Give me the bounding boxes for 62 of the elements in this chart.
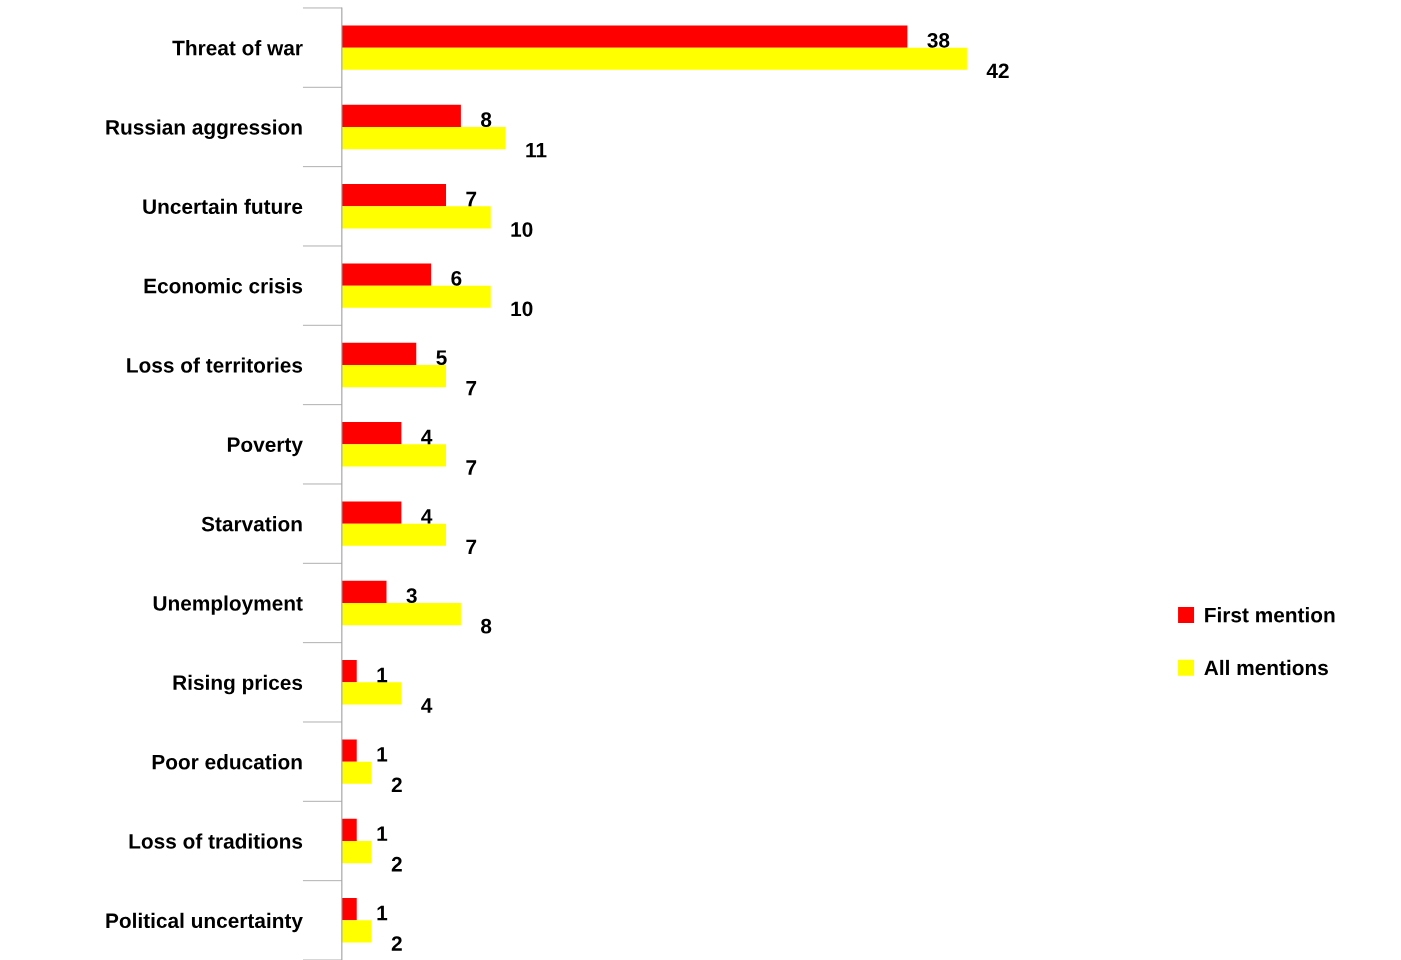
data-label: 6 (451, 270, 462, 286)
data-label: 3 (406, 588, 417, 604)
legend-label: All mentions (1204, 659, 1328, 676)
bar (341, 523, 447, 546)
data-label: 5 (436, 350, 447, 366)
y-tick-label: Poverty (227, 437, 303, 457)
data-label: 10 (511, 301, 533, 317)
data-label: 4 (421, 509, 433, 524)
bar (341, 580, 387, 603)
data-label: 1 (377, 747, 388, 762)
data-label: 38 (927, 32, 950, 48)
bar (341, 104, 461, 127)
bar (341, 364, 447, 388)
legend-label: First mention (1205, 607, 1335, 623)
y-tick-label: Political uncertainty (106, 912, 303, 933)
bar (341, 285, 491, 308)
bar (341, 660, 357, 683)
y-tick-label: Starvation (201, 516, 302, 532)
data-label: 1 (377, 826, 388, 841)
data-label: 2 (391, 777, 402, 793)
data-label: 7 (466, 381, 477, 396)
bar (341, 263, 432, 286)
bar (341, 342, 417, 365)
data-label: 7 (466, 539, 477, 555)
data-label: 2 (391, 856, 402, 872)
data-label: 8 (481, 112, 492, 128)
y-tick-label: Loss of territories (127, 357, 303, 373)
data-label: 8 (481, 618, 492, 634)
data-label: 7 (466, 191, 477, 207)
bar (341, 841, 372, 864)
data-label: 10 (511, 222, 533, 237)
bar (341, 501, 402, 524)
data-label: 4 (421, 429, 433, 445)
bar (341, 739, 357, 762)
bar (341, 818, 357, 841)
bar (341, 920, 372, 943)
data-label: 1 (377, 905, 388, 921)
bar (341, 602, 461, 626)
y-tick-label: Threat of war (172, 40, 303, 56)
data-label: 4 (421, 698, 433, 713)
y-tick-label: Unemployment (153, 595, 303, 615)
data-label: 1 (377, 667, 388, 683)
bar (341, 422, 402, 445)
y-tick-label: Rising prices (173, 674, 303, 695)
y-tick-label: Russian aggression (106, 119, 302, 139)
y-tick-label: Economic crisis (144, 278, 303, 294)
y-tick-label: Loss of traditions (129, 833, 303, 849)
bar (341, 184, 447, 207)
bar (341, 25, 908, 48)
bar (341, 761, 372, 784)
data-label: 42 (986, 63, 1009, 79)
y-tick-label: Poor education (152, 754, 302, 770)
data-label: 11 (526, 143, 547, 158)
bar (341, 126, 506, 150)
y-tick-label: Uncertain future (143, 198, 303, 215)
bar (341, 206, 491, 229)
bar (341, 47, 967, 70)
bar (341, 898, 357, 921)
bar (341, 444, 447, 467)
data-label: 7 (466, 460, 477, 475)
data-label: 2 (391, 936, 402, 951)
bar (341, 682, 402, 705)
